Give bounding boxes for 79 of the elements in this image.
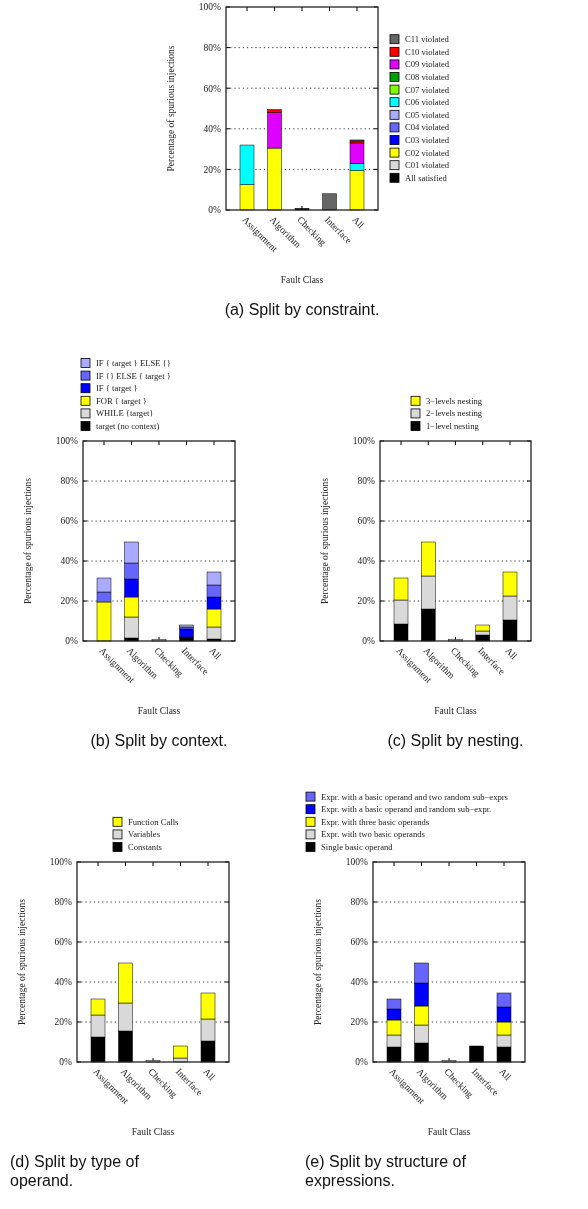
legend-label: Expr. with three basic operands <box>321 816 430 827</box>
y-tick-label: 80% <box>54 897 73 908</box>
text: (d) Split by type of operand. <box>10 1153 140 1189</box>
legend-label: Expr. with a basic operand and random sub−expr. <box>321 804 492 815</box>
text: (b) Split by context. <box>90 732 228 749</box>
y-axis-title: Percentage of spurious injections <box>320 477 330 604</box>
y-tick-label: 60% <box>203 83 222 94</box>
y-tick-label: 20% <box>60 596 79 607</box>
y-tick-label: 60% <box>54 937 73 948</box>
y-tick-label: 0% <box>362 636 376 647</box>
y-tick-label: 100% <box>352 436 376 447</box>
legend-label: Constants <box>128 842 163 852</box>
x-tick-label: All <box>207 645 224 662</box>
y-tick-label: 80% <box>350 897 369 908</box>
legend-label: IF {} ELSE { target } <box>96 370 171 381</box>
legend-label: Expr. with two basic operands <box>321 829 426 840</box>
y-tick-label: 100% <box>55 436 79 447</box>
y-tick-label: 80% <box>203 42 222 53</box>
legend-label: C10 violated <box>405 46 450 57</box>
y-tick-label: 40% <box>203 124 222 135</box>
legend-label: C06 violated <box>405 97 450 108</box>
legend-label: C11 violated <box>405 34 450 45</box>
x-tick-label: All <box>503 645 520 662</box>
legend-label: 2−levels nesting <box>426 408 483 419</box>
y-tick-label: 40% <box>357 556 376 567</box>
legend-label: C03 violated <box>405 135 450 145</box>
y-tick-label: 20% <box>54 1017 73 1028</box>
y-tick-label: 0% <box>59 1057 73 1068</box>
legend-label: WHILE {target} <box>96 408 154 419</box>
y-tick-label: 20% <box>350 1017 369 1028</box>
y-tick-label: 100% <box>198 2 222 13</box>
y-tick-label: 0% <box>208 205 222 216</box>
text: (a) Split by constraint. <box>224 301 380 318</box>
y-tick-label: 40% <box>350 977 369 988</box>
legend-label: FOR { target } <box>96 395 147 406</box>
y-tick-label: 80% <box>60 476 79 487</box>
legend-label: Expr. with a basic operand and two random sub−exprs <box>321 791 509 802</box>
x-tick-label: All <box>350 214 367 231</box>
legend-label: C08 violated <box>405 72 450 82</box>
legend-label: C04 violated <box>405 122 450 133</box>
legend-label: C01 violated <box>405 160 450 171</box>
x-tick-label: All <box>497 1066 514 1083</box>
legend-label: Variables <box>128 829 161 840</box>
y-axis-title: Percentage of spurious injections <box>166 45 176 172</box>
y-tick-label: 40% <box>60 556 79 567</box>
legend-label: C09 violated <box>405 59 450 70</box>
y-tick-label: 60% <box>357 516 376 527</box>
y-tick-label: 80% <box>357 476 376 487</box>
y-tick-label: 0% <box>65 636 79 647</box>
x-axis-title: Fault Class <box>434 706 478 716</box>
legend-label: IF { target } <box>96 383 138 394</box>
legend-label: IF { target } ELSE {} <box>96 358 171 368</box>
x-axis-title: Fault Class <box>427 1127 471 1137</box>
y-tick-label: 20% <box>357 596 376 607</box>
legend-label: C02 violated <box>405 147 450 158</box>
y-axis-title: Percentage of spurious injections <box>17 898 27 1025</box>
y-tick-label: 60% <box>60 516 79 527</box>
legend-label: All satisfied <box>405 172 448 183</box>
y-axis-title: Percentage of spurious injections <box>23 477 33 604</box>
y-tick-label: 100% <box>49 857 73 868</box>
y-tick-label: 0% <box>355 1057 369 1068</box>
legend-label: Function Calls <box>128 816 180 827</box>
x-axis-title: Fault Class <box>137 706 181 716</box>
y-tick-label: 100% <box>345 857 369 868</box>
y-tick-label: 20% <box>203 164 222 175</box>
legend-label: C07 violated <box>405 84 450 95</box>
y-axis-title: Percentage of spurious injections <box>313 898 323 1025</box>
legend-label: Single basic operand <box>321 842 394 852</box>
legend-label: 1−level nesting <box>426 421 480 431</box>
text: (c) Split by nesting. <box>387 732 524 749</box>
y-tick-label: 60% <box>350 937 369 948</box>
text: (e) Split by structure of expressions. <box>305 1153 467 1189</box>
legend-label: 3−levels nesting <box>426 395 483 406</box>
legend-label: target (no context) <box>96 421 160 431</box>
legend-label: C05 violated <box>405 109 450 120</box>
x-axis-title: Fault Class <box>280 275 324 285</box>
y-tick-label: 40% <box>54 977 73 988</box>
x-axis-title: Fault Class <box>131 1127 175 1137</box>
x-tick-label: All <box>201 1066 218 1083</box>
